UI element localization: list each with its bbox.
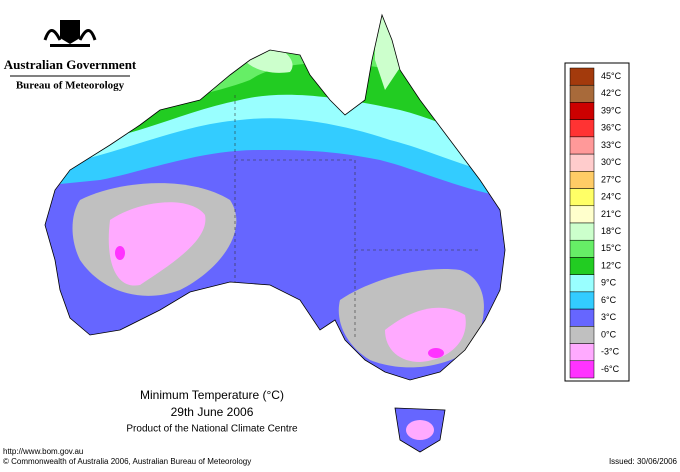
legend-swatch	[569, 222, 595, 241]
legend-label: 9°C	[601, 278, 617, 288]
legend-label: 39°C	[601, 105, 622, 115]
legend-swatch	[569, 102, 595, 120]
legend-label: 33°C	[601, 140, 622, 150]
legend-label: 6°C	[601, 295, 617, 305]
legend-label: 24°C	[601, 192, 622, 202]
legend-swatch	[569, 291, 595, 310]
legend-label: -3°C	[601, 347, 620, 357]
header-subtitle: Bureau of Meteorology	[16, 80, 125, 92]
legend-label: 12°C	[601, 260, 622, 270]
legend-label: 45°C	[601, 71, 622, 81]
legend-label: 27°C	[601, 174, 622, 184]
legend-label: -6°C	[601, 364, 620, 374]
legend-swatch	[569, 343, 595, 362]
legend-label: 30°C	[601, 157, 622, 167]
legend-swatch	[569, 205, 595, 224]
legend-label: 36°C	[601, 123, 622, 133]
legend-swatch	[569, 257, 595, 275]
map-product: Product of the National Climate Centre	[126, 424, 298, 435]
tasmania-cold	[406, 420, 434, 440]
legend-swatch	[569, 188, 595, 207]
legend-label: 21°C	[601, 209, 622, 219]
legend-swatch	[569, 239, 595, 258]
footer-url: http://www.bom.gov.au	[3, 447, 83, 456]
legend-label: 0°C	[601, 329, 617, 339]
legend-label: 15°C	[601, 243, 622, 253]
logo	[43, 20, 97, 47]
map-date: 29th June 2006	[171, 405, 254, 419]
legend-swatch	[569, 274, 595, 293]
legend-swatch	[569, 153, 595, 172]
footer-copyright: © Commonwealth of Australia 2006, Austra…	[3, 457, 251, 466]
legend: 45°C 42°C 39°C 36°C 33°C 30°C 27°C 24°C 21°C 18°C…	[569, 67, 622, 379]
legend-swatch	[569, 136, 595, 155]
legend-swatch	[569, 326, 595, 344]
legend-swatch	[569, 119, 595, 138]
legend-label: 18°C	[601, 226, 622, 236]
map-title: Minimum Temperature (°C)	[140, 388, 284, 402]
legend-label: 3°C	[601, 312, 617, 322]
footer-issued: Issued: 30/06/2006	[609, 457, 678, 466]
state-borders	[234, 95, 480, 340]
header-title: Australian Government	[4, 57, 137, 72]
legend-swatch	[569, 308, 595, 327]
legend-label: 42°C	[601, 88, 622, 98]
legend-swatch	[569, 84, 595, 103]
legend-swatch	[569, 171, 595, 189]
legend-swatch	[569, 360, 595, 379]
legend-swatch	[569, 67, 595, 86]
